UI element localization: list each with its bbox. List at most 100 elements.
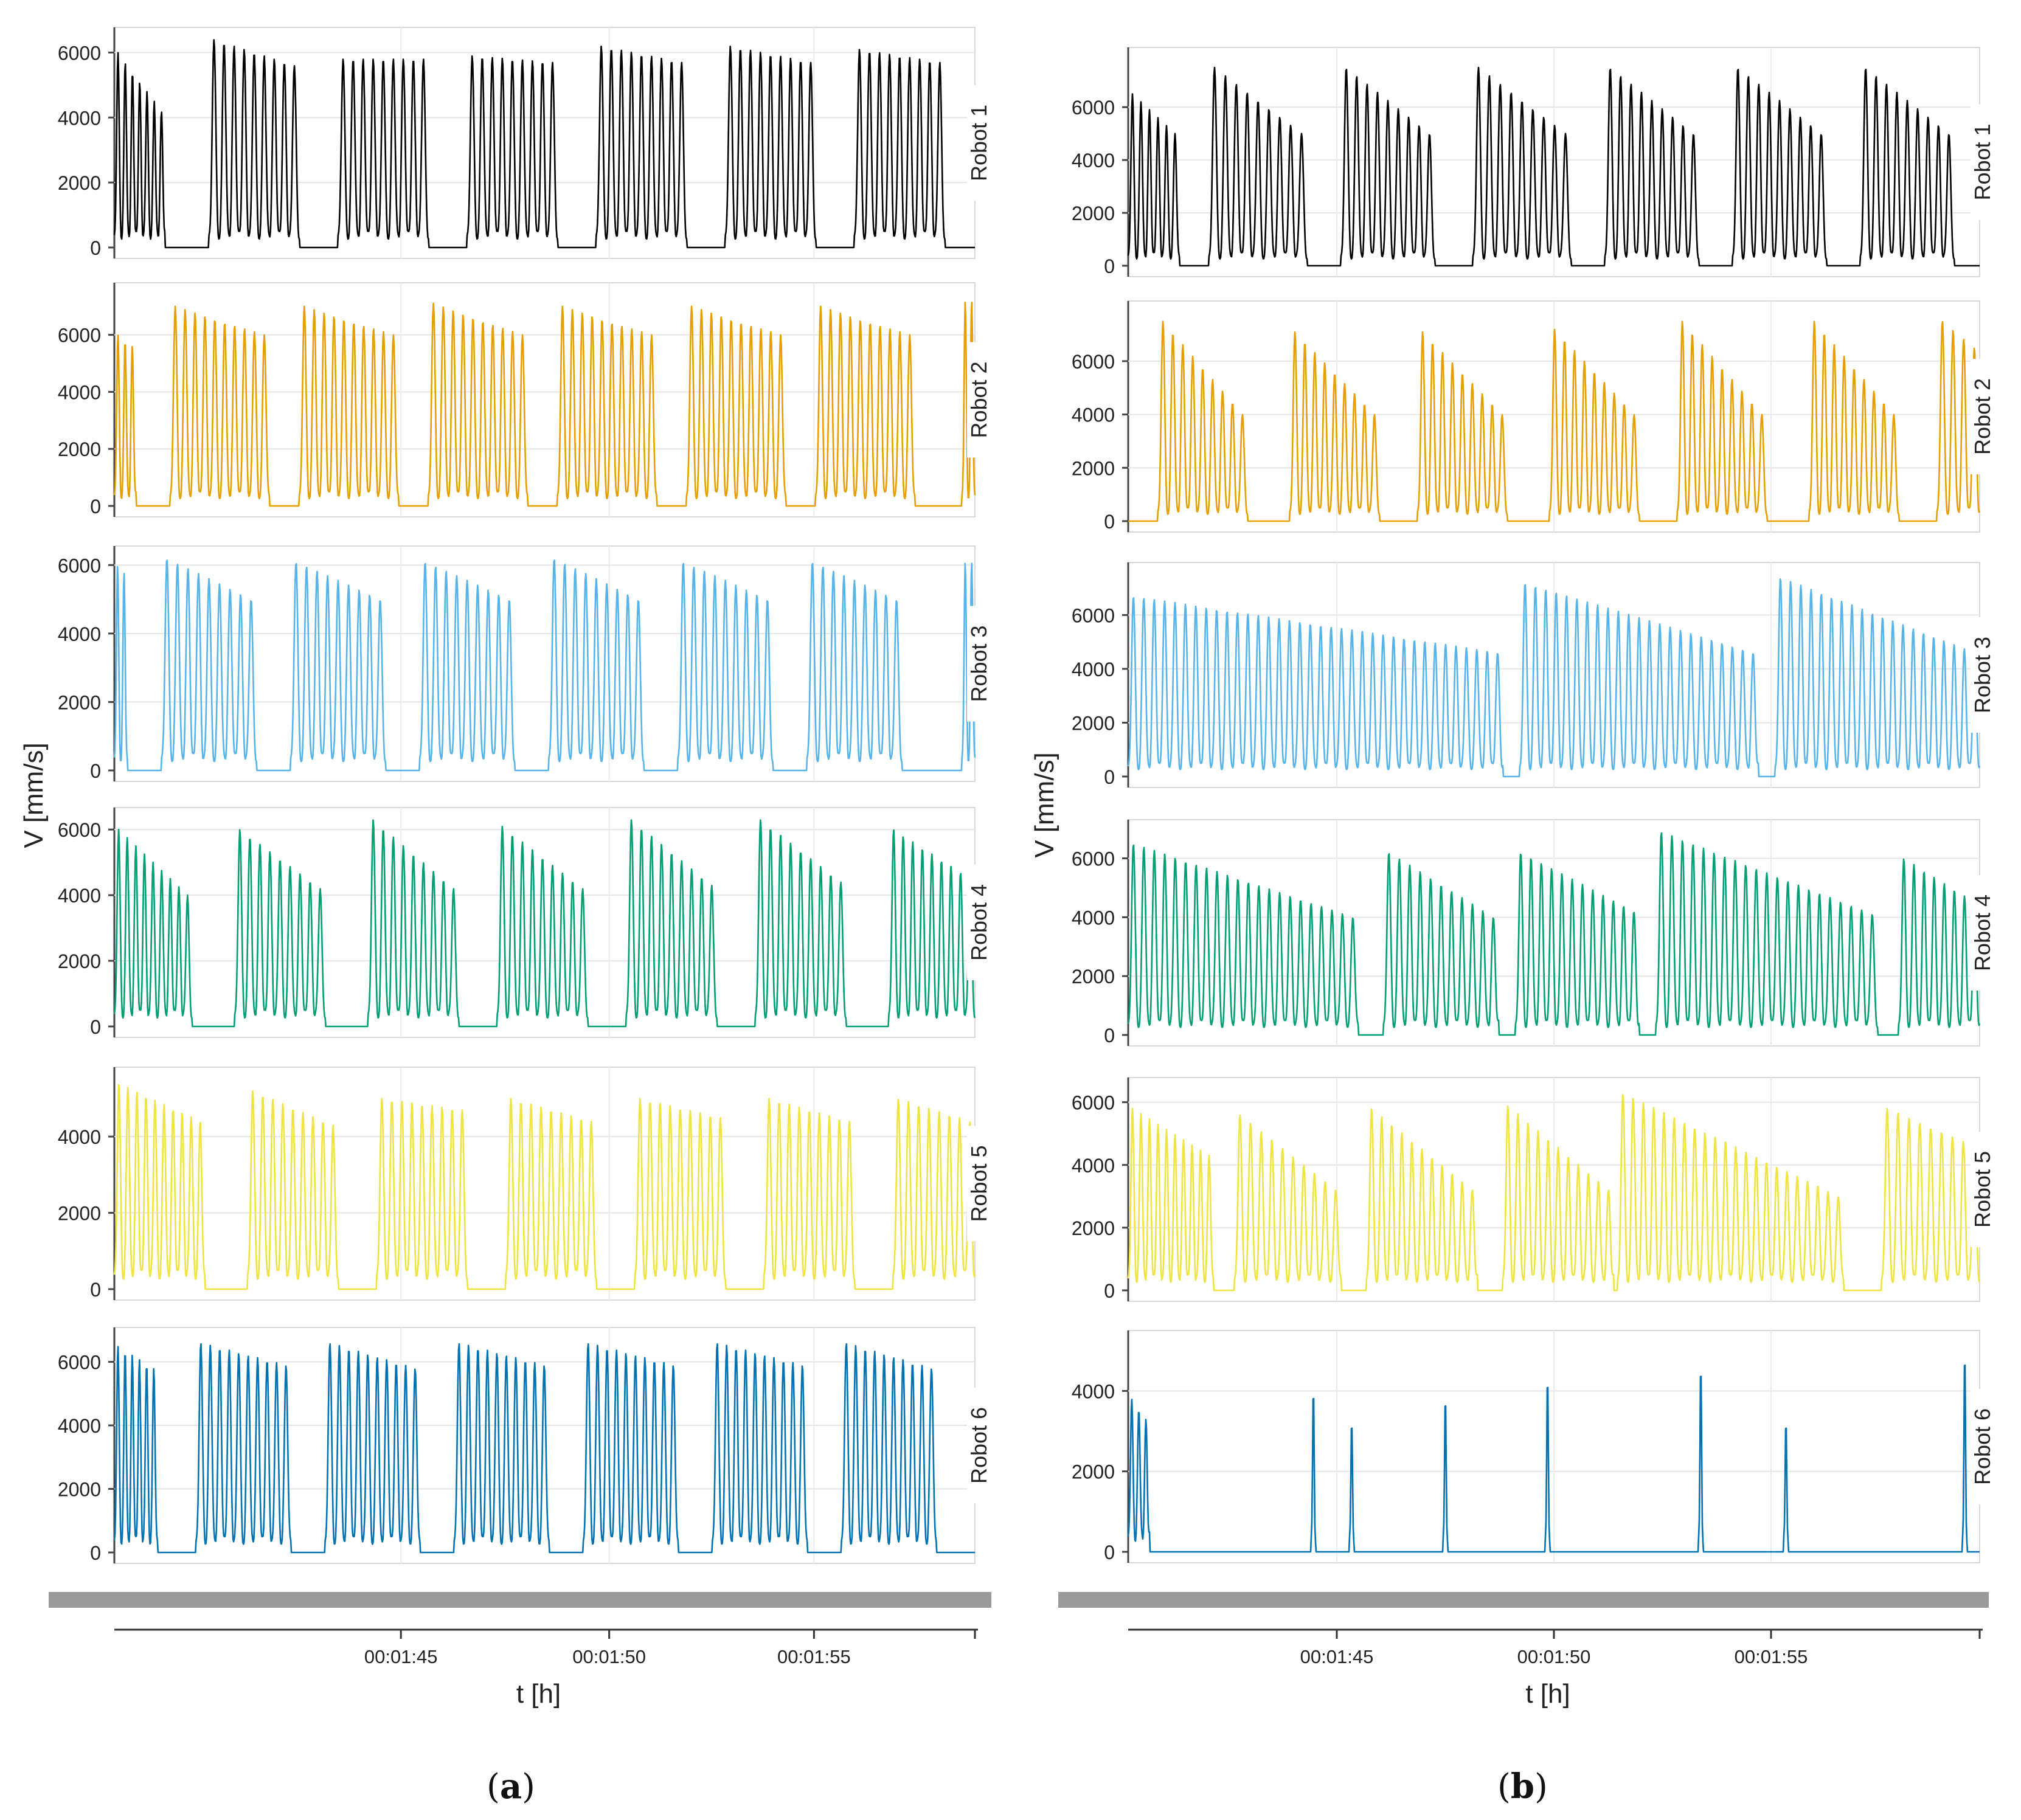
- y-tick-label: 4000: [1072, 659, 1115, 680]
- time-scrollbar[interactable]: [49, 1592, 991, 1608]
- x-tick-label: 00:01:45: [364, 1646, 438, 1667]
- series-label-bg: [1971, 1389, 1997, 1504]
- subplot-b-robot-2: 0 2000 4000 6000 Robot 2: [1072, 300, 1997, 533]
- series-line-robot-4: [1127, 832, 1981, 1036]
- y-tick-label: 2000: [1072, 457, 1115, 479]
- y-tick-label: 6000: [1072, 848, 1115, 870]
- series-line-robot-1: [1127, 66, 1980, 267]
- y-tick-label: 4000: [58, 623, 101, 645]
- series-label: Robot 1: [1970, 123, 1995, 200]
- y-tick-label: 4000: [58, 107, 101, 129]
- y-tick-label: 4000: [58, 885, 101, 907]
- y-tick-label: 6000: [58, 325, 101, 347]
- series-label-bg: [1971, 359, 1997, 474]
- y-tick-label: 0: [90, 760, 101, 782]
- series-label: Robot 2: [966, 361, 991, 438]
- subplot-b-robot-1: 0 2000 4000 6000 Robot 1: [1072, 47, 1997, 277]
- series-label-bg: [1971, 1132, 1997, 1247]
- series-line-robot-4: [113, 819, 976, 1028]
- series-label: Robot 3: [1970, 637, 1995, 713]
- y-tick-label: 2000: [58, 950, 101, 972]
- y-tick-label: 2000: [1072, 966, 1115, 988]
- subplot-b-robot-4: 0 2000 4000 6000 Robot 4: [1072, 819, 1997, 1047]
- panel-b: 0 2000 4000 6000 Robot 1 0 2000 4000 6000 Robot 2…: [1030, 47, 1997, 1709]
- panel-a: 0 2000 4000 6000 Robot 1 0 2000 4000 6000 Robot 2…: [19, 27, 994, 1709]
- y-tick-label: 2000: [1072, 1217, 1115, 1239]
- series-label-bg: [967, 1126, 994, 1242]
- x-tick-label: 00:01:50: [572, 1646, 646, 1667]
- y-tick-label: 2000: [58, 691, 101, 713]
- x-axis-title: t [h]: [516, 1679, 561, 1709]
- series-label-bg: [967, 85, 994, 201]
- y-axis-title: V [mm/s]: [1030, 752, 1059, 858]
- y-tick-label: 0: [1104, 511, 1115, 533]
- y-tick-label: 0: [90, 1279, 101, 1301]
- subplot-a-robot-4: 0 2000 4000 6000 Robot 4: [58, 807, 994, 1038]
- y-tick-label: 6000: [1072, 351, 1115, 373]
- series-label: Robot 4: [1970, 894, 1995, 971]
- x-tick-label: 00:01:45: [1300, 1646, 1374, 1667]
- series-label-bg: [967, 606, 994, 722]
- series-line-robot-6: [113, 1343, 976, 1554]
- y-tick-label: 4000: [58, 381, 101, 403]
- panel-letter-a: a: [499, 1766, 522, 1807]
- y-tick-label: 2000: [58, 1203, 101, 1225]
- series-line-robot-2: [113, 302, 976, 507]
- y-tick-label: 2000: [1072, 712, 1115, 734]
- panel-label-a: (a): [487, 1766, 536, 1807]
- y-axis-title: V [mm/s]: [19, 742, 49, 848]
- series-label-bg: [967, 1388, 994, 1503]
- y-tick-label: 4000: [1072, 1380, 1115, 1402]
- series-label: Robot 4: [966, 884, 991, 961]
- y-tick-label: 6000: [1072, 97, 1115, 119]
- series-label: Robot 5: [966, 1145, 991, 1222]
- y-tick-label: 4000: [1072, 404, 1115, 426]
- series-label-bg: [967, 342, 994, 458]
- series-label: Robot 5: [1970, 1151, 1995, 1228]
- series-line-robot-6: [1127, 1364, 1980, 1553]
- subplot-a-robot-2: 0 2000 4000 6000 Robot 2: [58, 282, 994, 517]
- series-label: Robot 2: [1970, 378, 1995, 455]
- subplot-a-robot-3: 0 2000 4000 6000 Robot 3: [58, 545, 994, 782]
- subplot-b-robot-6: 0 2000 4000 Robot 6: [1072, 1330, 1997, 1563]
- series-line-robot-5: [113, 1084, 976, 1290]
- y-tick-label: 6000: [1072, 1092, 1115, 1114]
- y-tick-label: 2000: [1072, 1461, 1115, 1483]
- time-scrollbar[interactable]: [1058, 1592, 1989, 1608]
- y-tick-label: 0: [1104, 1541, 1115, 1563]
- series-line-robot-5: [1127, 1094, 1981, 1292]
- subplot-b-robot-5: 0 2000 4000 6000 Robot 5: [1072, 1077, 1997, 1302]
- y-tick-label: 0: [90, 237, 101, 259]
- series-line-robot-3: [113, 559, 976, 772]
- y-tick-label: 0: [1104, 255, 1115, 277]
- series-label: Robot 6: [966, 1407, 991, 1484]
- y-tick-label: 6000: [58, 555, 101, 576]
- y-tick-label: 6000: [1072, 604, 1115, 626]
- y-tick-label: 4000: [1072, 150, 1115, 171]
- series-label: Robot 6: [1970, 1408, 1995, 1485]
- y-tick-label: 2000: [58, 172, 101, 194]
- y-tick-label: 0: [90, 1016, 101, 1038]
- panel-label-b: (b): [1497, 1766, 1548, 1807]
- series-line-robot-3: [1127, 578, 1981, 778]
- y-tick-label: 0: [1104, 766, 1115, 788]
- y-tick-label: 4000: [1072, 1155, 1115, 1177]
- y-tick-label: 0: [1104, 1025, 1115, 1047]
- y-tick-label: 4000: [58, 1126, 101, 1148]
- y-tick-label: 2000: [1072, 202, 1115, 224]
- series-line-robot-1: [113, 39, 976, 249]
- x-axis-title: t [h]: [1525, 1679, 1570, 1709]
- x-tick-label: 00:01:55: [777, 1646, 851, 1667]
- series-label-bg: [1971, 875, 1997, 991]
- x-tick-label: 00:01:50: [1517, 1646, 1591, 1667]
- series-line-robot-2: [1128, 320, 1981, 522]
- y-tick-label: 6000: [58, 819, 101, 841]
- subplot-b-robot-3: 0 2000 4000 6000 Robot 3: [1072, 562, 1997, 788]
- series-label: Robot 3: [966, 625, 991, 702]
- y-tick-label: 6000: [58, 1352, 101, 1374]
- series-label-bg: [967, 865, 994, 980]
- y-tick-label: 0: [90, 496, 101, 517]
- y-tick-label: 6000: [58, 42, 101, 64]
- series-label: Robot 1: [966, 105, 991, 181]
